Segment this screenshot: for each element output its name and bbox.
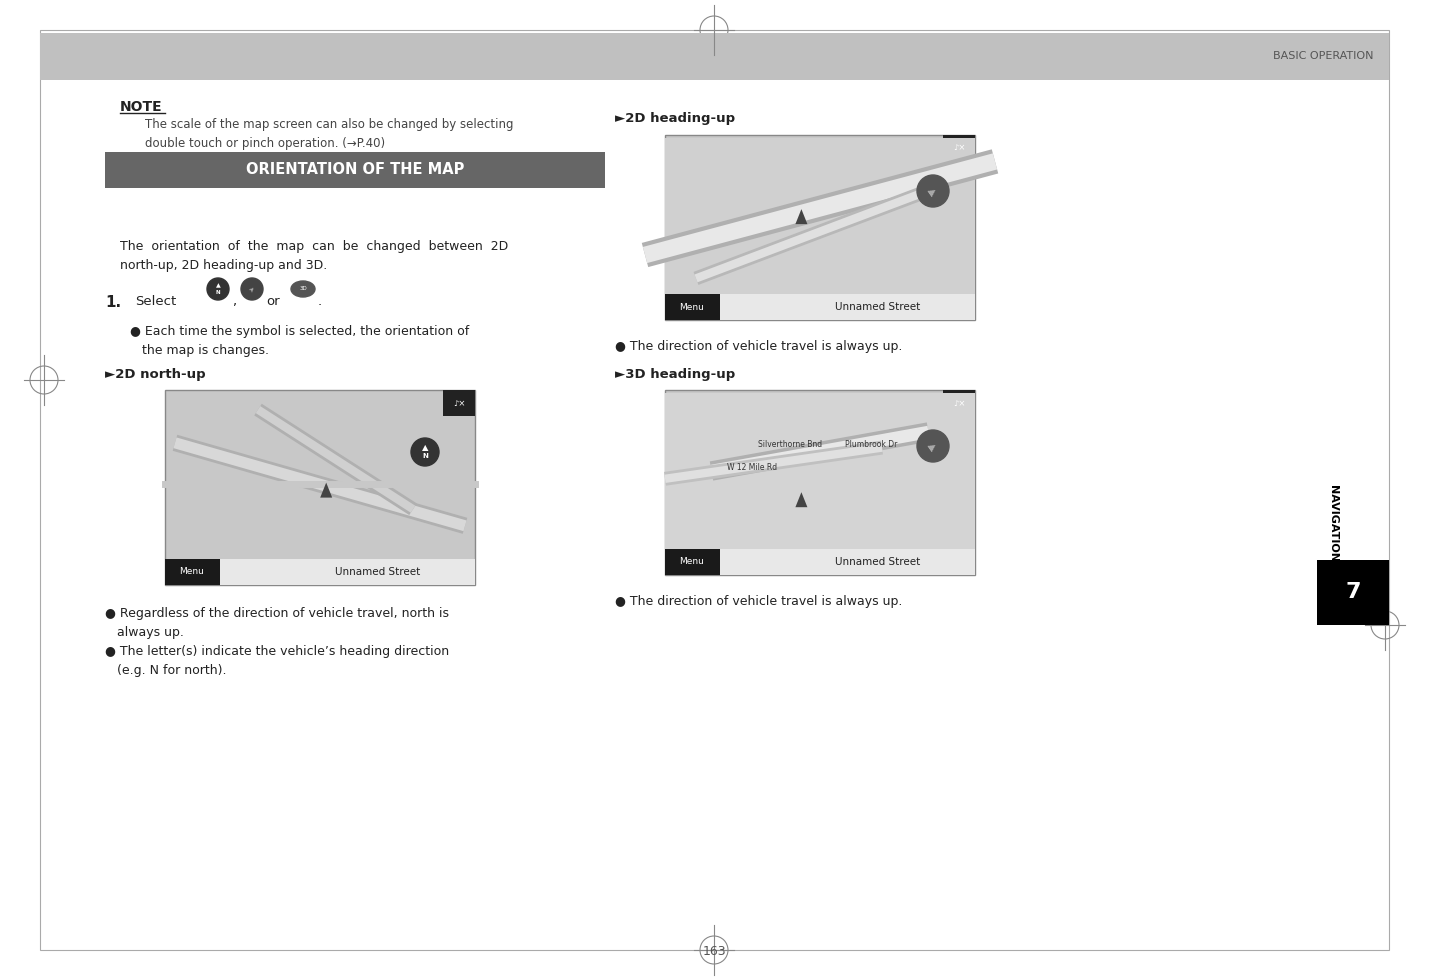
Text: N: N <box>422 453 427 459</box>
Text: The scale of the map screen can also be changed by selecting
double touch or pin: The scale of the map screen can also be … <box>144 118 513 150</box>
Text: Unnamed Street: Unnamed Street <box>836 557 920 567</box>
Text: NOTE: NOTE <box>120 100 163 114</box>
Text: N: N <box>216 289 220 295</box>
Text: ORIENTATION OF THE MAP: ORIENTATION OF THE MAP <box>246 163 464 177</box>
Bar <box>164 390 474 585</box>
Text: The  orientation  of  the  map  can  be  changed  between  2D
north-up, 2D headi: The orientation of the map can be change… <box>120 240 509 272</box>
Text: Unnamed Street: Unnamed Street <box>336 567 420 577</box>
Text: W 12 Mile Rd: W 12 Mile Rd <box>727 464 777 472</box>
Text: ● Each time the symbol is selected, the orientation of
   the map is changes.: ● Each time the symbol is selected, the … <box>130 325 469 357</box>
Bar <box>443 390 474 416</box>
Bar <box>664 393 975 549</box>
Text: ● The direction of vehicle travel is always up.: ● The direction of vehicle travel is alw… <box>614 340 902 353</box>
Bar <box>104 152 604 188</box>
Polygon shape <box>796 492 807 508</box>
Text: ● Regardless of the direction of vehicle travel, north is
   always up.: ● Regardless of the direction of vehicle… <box>104 607 449 639</box>
Text: ➤: ➤ <box>247 285 256 293</box>
Text: Unnamed Street: Unnamed Street <box>836 302 920 312</box>
Circle shape <box>242 278 263 300</box>
Text: ►2D north-up: ►2D north-up <box>104 368 206 381</box>
Text: ►3D heading-up: ►3D heading-up <box>614 368 736 381</box>
Text: 3D: 3D <box>299 286 307 291</box>
Circle shape <box>207 278 229 300</box>
Ellipse shape <box>292 281 314 297</box>
Bar <box>943 390 975 416</box>
Circle shape <box>917 430 949 462</box>
Text: Menu: Menu <box>680 303 704 312</box>
Bar <box>664 549 720 575</box>
Text: Menu: Menu <box>680 558 704 566</box>
Text: ►2D heading-up: ►2D heading-up <box>614 112 735 125</box>
Text: or: or <box>266 295 280 308</box>
Text: ♪×: ♪× <box>453 399 466 408</box>
Bar <box>664 138 975 294</box>
Text: ♪×: ♪× <box>953 399 965 408</box>
Text: ▶: ▶ <box>927 185 939 197</box>
Text: ,: , <box>231 295 236 308</box>
Text: Silverthorne Bnd: Silverthorne Bnd <box>757 440 822 449</box>
Bar <box>1318 560 1389 625</box>
Text: .: . <box>319 295 322 308</box>
Bar <box>664 135 975 320</box>
Text: ● The letter(s) indicate the vehicle’s heading direction
   (e.g. N for north).: ● The letter(s) indicate the vehicle’s h… <box>104 645 449 677</box>
Circle shape <box>917 175 949 207</box>
Polygon shape <box>796 209 807 224</box>
Text: BASIC OPERATION: BASIC OPERATION <box>1273 52 1375 62</box>
Bar <box>164 559 220 585</box>
Text: Plumbrook Dr: Plumbrook Dr <box>845 440 897 449</box>
Text: ▶: ▶ <box>927 440 939 452</box>
Bar <box>943 135 975 161</box>
Text: Select: Select <box>134 295 176 308</box>
Text: ♪×: ♪× <box>953 143 965 153</box>
Text: ▲: ▲ <box>216 283 220 288</box>
Text: ▲: ▲ <box>422 444 429 453</box>
Text: 1.: 1. <box>104 295 121 310</box>
Circle shape <box>412 438 439 466</box>
Polygon shape <box>320 482 332 498</box>
Text: ● The direction of vehicle travel is always up.: ● The direction of vehicle travel is alw… <box>614 595 902 608</box>
Bar <box>664 294 975 320</box>
Bar <box>40 33 1389 80</box>
Bar <box>664 549 975 575</box>
Bar <box>164 559 474 585</box>
Bar <box>664 390 975 575</box>
Text: 7: 7 <box>1345 582 1360 603</box>
Bar <box>664 294 720 320</box>
Text: 163: 163 <box>703 945 726 958</box>
Text: NAVIGATION SYSTEM: NAVIGATION SYSTEM <box>1329 484 1339 615</box>
Text: Menu: Menu <box>180 567 204 576</box>
